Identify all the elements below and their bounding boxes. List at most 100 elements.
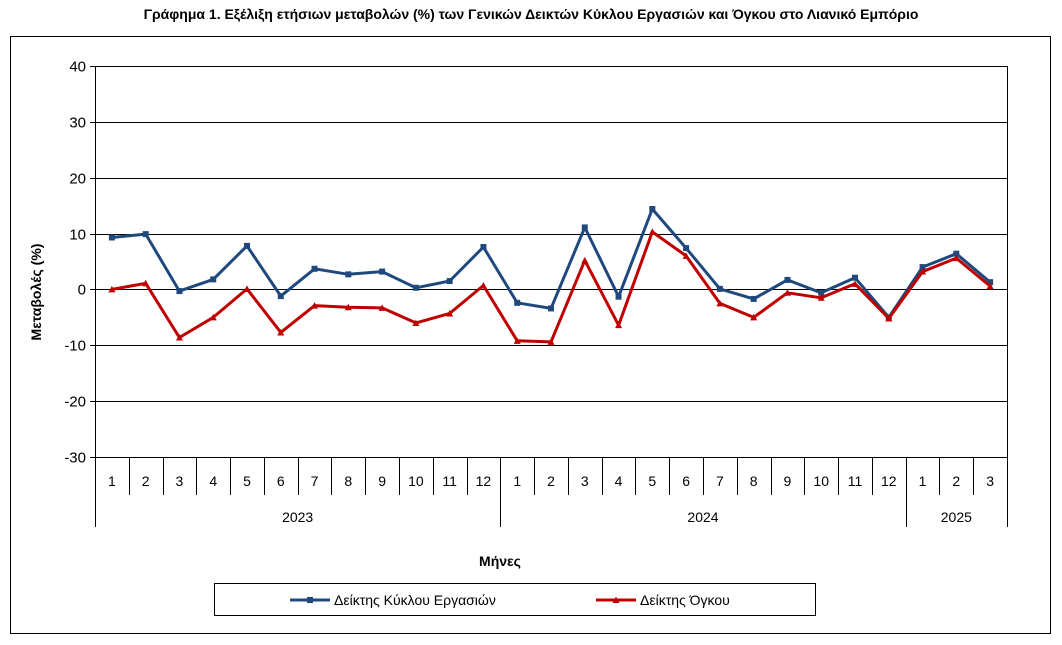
x-tick-label: 5 <box>648 473 656 489</box>
data-point <box>716 299 724 307</box>
legend-swatch-marker <box>307 597 313 603</box>
data-point <box>142 279 150 287</box>
data-point <box>986 282 994 290</box>
data-point <box>277 328 285 336</box>
x-tick-label: 4 <box>209 473 217 489</box>
x-axis-title: Μήνες <box>479 553 521 569</box>
data-point <box>548 305 554 312</box>
y-tick-label: 10 <box>69 227 86 244</box>
data-point <box>784 276 791 283</box>
y-axis-title: Μεταβολές (%) <box>28 244 44 341</box>
x-tick-label: 2 <box>142 473 150 489</box>
x-tick-label: 3 <box>986 473 994 489</box>
data-point <box>513 337 521 344</box>
x-tick-label: 12 <box>881 473 897 489</box>
data-point <box>987 279 994 286</box>
data-point <box>581 256 589 264</box>
y-tick-label: 30 <box>69 115 86 132</box>
data-point <box>277 293 284 300</box>
x-tick-label: 7 <box>716 473 724 489</box>
data-point <box>175 333 183 341</box>
data-point <box>311 265 318 272</box>
x-tick-label: 8 <box>750 473 758 489</box>
data-point <box>514 299 521 306</box>
y-tick-label: -30 <box>64 450 86 467</box>
x-tick-label: 9 <box>378 473 386 489</box>
data-point <box>243 285 251 292</box>
data-point <box>919 264 926 271</box>
x-tick-label: 9 <box>784 473 792 489</box>
data-point <box>919 268 927 275</box>
data-point <box>953 250 960 257</box>
data-point <box>446 278 453 285</box>
y-tick-label: 0 <box>78 282 86 299</box>
y-tick-label: 40 <box>69 59 86 76</box>
x-tick-label: 2 <box>952 473 960 489</box>
data-point <box>480 243 487 250</box>
data-point <box>344 303 352 311</box>
data-point <box>581 224 588 231</box>
y-tick-label: -10 <box>64 338 86 355</box>
x-tick-label: 1 <box>513 473 521 489</box>
x-tick-label: 8 <box>344 473 352 489</box>
legend: Δείκτης Κύκλου Εργασιών Δείκτης Όγκου <box>214 583 816 616</box>
data-point <box>648 228 656 235</box>
data-point <box>716 285 723 292</box>
x-tick-label: 7 <box>311 473 319 489</box>
legend-label: Δείκτης Όγκου <box>640 592 730 608</box>
x-tick-label: 11 <box>848 473 863 489</box>
data-point <box>750 313 758 321</box>
x-group-label: 2025 <box>941 509 972 525</box>
x-tick-label: 10 <box>813 473 829 489</box>
data-point <box>818 289 825 296</box>
series-layer <box>108 205 994 345</box>
chart-frame <box>10 36 1051 634</box>
data-point <box>682 252 690 259</box>
data-point <box>176 288 183 295</box>
data-point <box>311 302 319 309</box>
data-point <box>244 242 250 249</box>
x-tick-label: 1 <box>919 473 927 489</box>
data-point <box>446 309 454 317</box>
x-tick-label: 3 <box>581 473 589 489</box>
data-point <box>885 314 893 322</box>
data-point <box>108 234 115 241</box>
data-point <box>615 321 623 329</box>
legend-swatch-marker <box>612 596 620 603</box>
x-tick-label: 11 <box>442 473 457 489</box>
x-group-label: 2024 <box>687 509 718 525</box>
legend-label: Δείκτης Κύκλου Εργασιών <box>334 592 496 608</box>
data-point <box>852 274 858 281</box>
x-tick-label: 3 <box>176 473 184 489</box>
data-point <box>108 285 116 293</box>
x-tick-label: 6 <box>682 473 690 489</box>
data-point <box>615 293 622 300</box>
x-group-label: 2023 <box>282 509 313 525</box>
data-point <box>817 294 825 301</box>
data-point <box>750 295 757 302</box>
data-point <box>210 276 217 283</box>
data-point <box>378 304 386 311</box>
x-tick-label: 10 <box>408 473 424 489</box>
data-point <box>683 245 690 252</box>
x-tick-label: 1 <box>108 473 116 489</box>
x-tick-label: 2 <box>547 473 555 489</box>
data-point <box>479 282 487 289</box>
data-point <box>547 338 555 345</box>
data-point <box>379 268 386 275</box>
data-point <box>345 271 352 278</box>
chart-title: Γράφημα 1. Εξέλιξη ετήσιων μεταβολών (%)… <box>143 6 919 22</box>
data-point <box>142 231 149 238</box>
data-point <box>783 289 791 296</box>
data-point <box>412 284 419 291</box>
x-tick-label: 6 <box>277 473 285 489</box>
data-point <box>851 280 859 287</box>
data-point <box>649 205 656 212</box>
y-tick-label: -20 <box>64 394 86 411</box>
data-point <box>952 254 960 262</box>
y-tick-labels: 40 30 20 10 0 -10 -20 -30 <box>64 59 86 467</box>
data-point <box>412 319 420 326</box>
data-point <box>209 313 217 321</box>
